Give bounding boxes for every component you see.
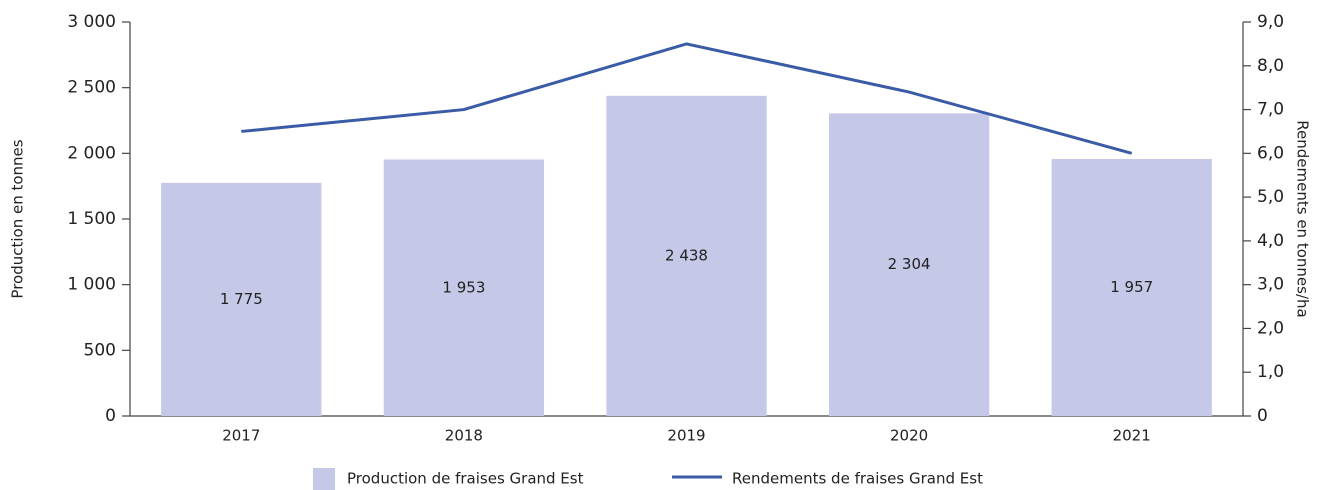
- y2-tick-label: 8,0: [1257, 56, 1284, 76]
- x-tick-label: 2020: [890, 427, 928, 445]
- y-tick-label: 2 500: [67, 78, 116, 98]
- legend-swatch: [313, 468, 335, 490]
- x-tick-label: 2017: [222, 427, 260, 445]
- x-tick-label: 2018: [445, 427, 483, 445]
- y2-tick-label: 5,0: [1257, 187, 1284, 207]
- x-tick-label: 2019: [667, 427, 705, 445]
- y-tick-label: 3 000: [67, 12, 116, 32]
- y-tick-label: 500: [84, 340, 116, 360]
- bar: [161, 182, 322, 416]
- bar: [383, 159, 545, 417]
- bar: [606, 95, 767, 417]
- y-tick-label: 0: [105, 406, 116, 426]
- y2-tick-label: 6,0: [1257, 143, 1284, 163]
- data-label: 2 304: [888, 255, 931, 273]
- data-label: 1 953: [442, 278, 485, 296]
- y-tick-label: 2 000: [67, 143, 116, 163]
- y2-tick-label: 9,0: [1257, 12, 1284, 32]
- y2-tick-label: 3,0: [1257, 275, 1284, 295]
- line: [241, 42, 1133, 155]
- y-tick-label: 1 500: [67, 209, 116, 229]
- y2-tick-label: 2,0: [1257, 318, 1284, 338]
- bar: [828, 113, 990, 417]
- y2-tick-label: 0: [1257, 406, 1268, 426]
- bar: [1051, 158, 1212, 417]
- y2-tick-label: 4,0: [1257, 231, 1284, 251]
- legend-label: Rendements de fraises Grand Est: [732, 470, 983, 488]
- y-tick-label: 1 000: [67, 275, 116, 295]
- x-tick-label: 2021: [1113, 427, 1151, 445]
- y2-tick-label: 7,0: [1257, 100, 1284, 120]
- y2-axis-title: Rendements en tonnes/ha: [1294, 120, 1312, 317]
- y2-tick-label: 1,0: [1257, 362, 1284, 382]
- data-label: 2 438: [665, 246, 708, 264]
- data-label: 1 775: [220, 290, 263, 308]
- y-axis-title: Production en tonnes: [9, 139, 27, 298]
- legend-label: Production de fraises Grand Est: [347, 470, 584, 488]
- data-label: 1 957: [1110, 278, 1153, 296]
